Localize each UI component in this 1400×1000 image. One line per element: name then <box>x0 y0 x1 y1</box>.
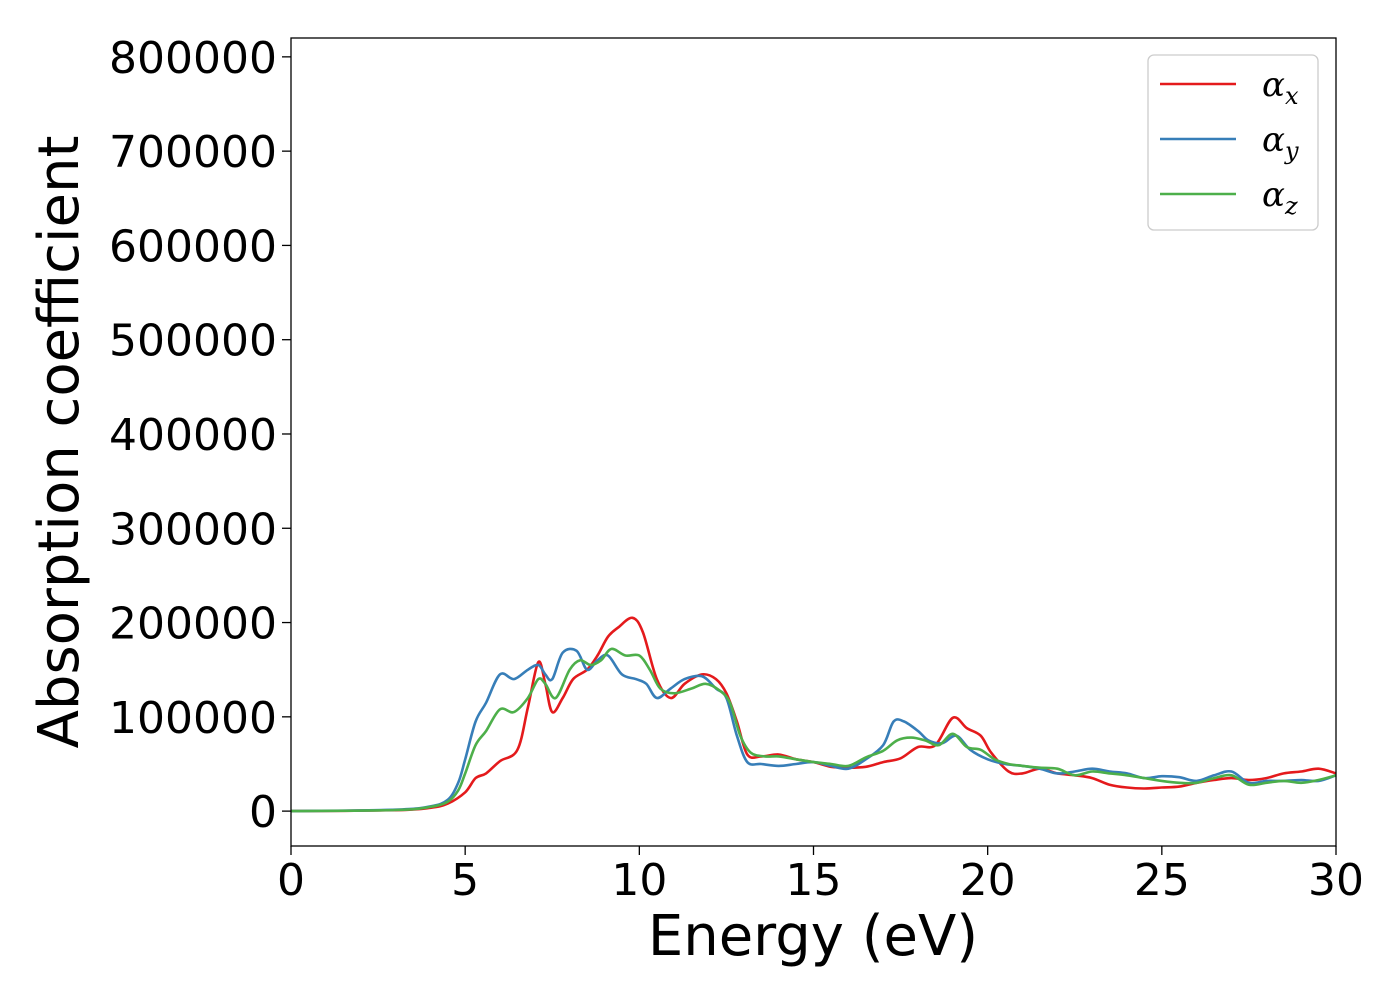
x-tick-label: 20 <box>960 855 1016 906</box>
legend-box <box>1147 54 1319 231</box>
y-tick-label: 500000 <box>109 316 277 367</box>
x-tick-label: 30 <box>1308 855 1364 906</box>
legend: αx αy αz <box>1147 54 1319 231</box>
x-tick-label: 10 <box>611 855 667 906</box>
y-tick-label: 0 <box>249 787 277 838</box>
y-tick-label: 800000 <box>109 33 277 84</box>
y-tick-label: 600000 <box>109 221 277 272</box>
y-axis: 0 100000 200000 300000 400000 500000 600000 700… <box>109 33 291 838</box>
series-layer <box>291 616 1336 813</box>
y-tick-label: 400000 <box>109 410 277 461</box>
x-tick-label: 0 <box>277 855 305 906</box>
y-tick-label: 100000 <box>109 693 277 744</box>
y-axis-title: Absorption coefficient <box>27 136 92 749</box>
y-tick-label: 300000 <box>109 504 277 555</box>
x-axis-title: Energy (eV) <box>648 904 978 969</box>
y-tick-label: 200000 <box>109 599 277 650</box>
series-line-z <box>291 647 1336 813</box>
legend-label-z: αz <box>1262 175 1298 220</box>
legend-label-x: αx <box>1262 65 1299 110</box>
x-axis: 0 5 10 15 20 25 30 <box>277 846 1364 906</box>
x-tick-label: 25 <box>1134 855 1190 906</box>
x-tick-label: 15 <box>786 855 842 906</box>
x-tick-label: 5 <box>451 855 479 906</box>
legend-label-y: αy <box>1262 120 1299 165</box>
y-tick-label: 700000 <box>109 127 277 178</box>
